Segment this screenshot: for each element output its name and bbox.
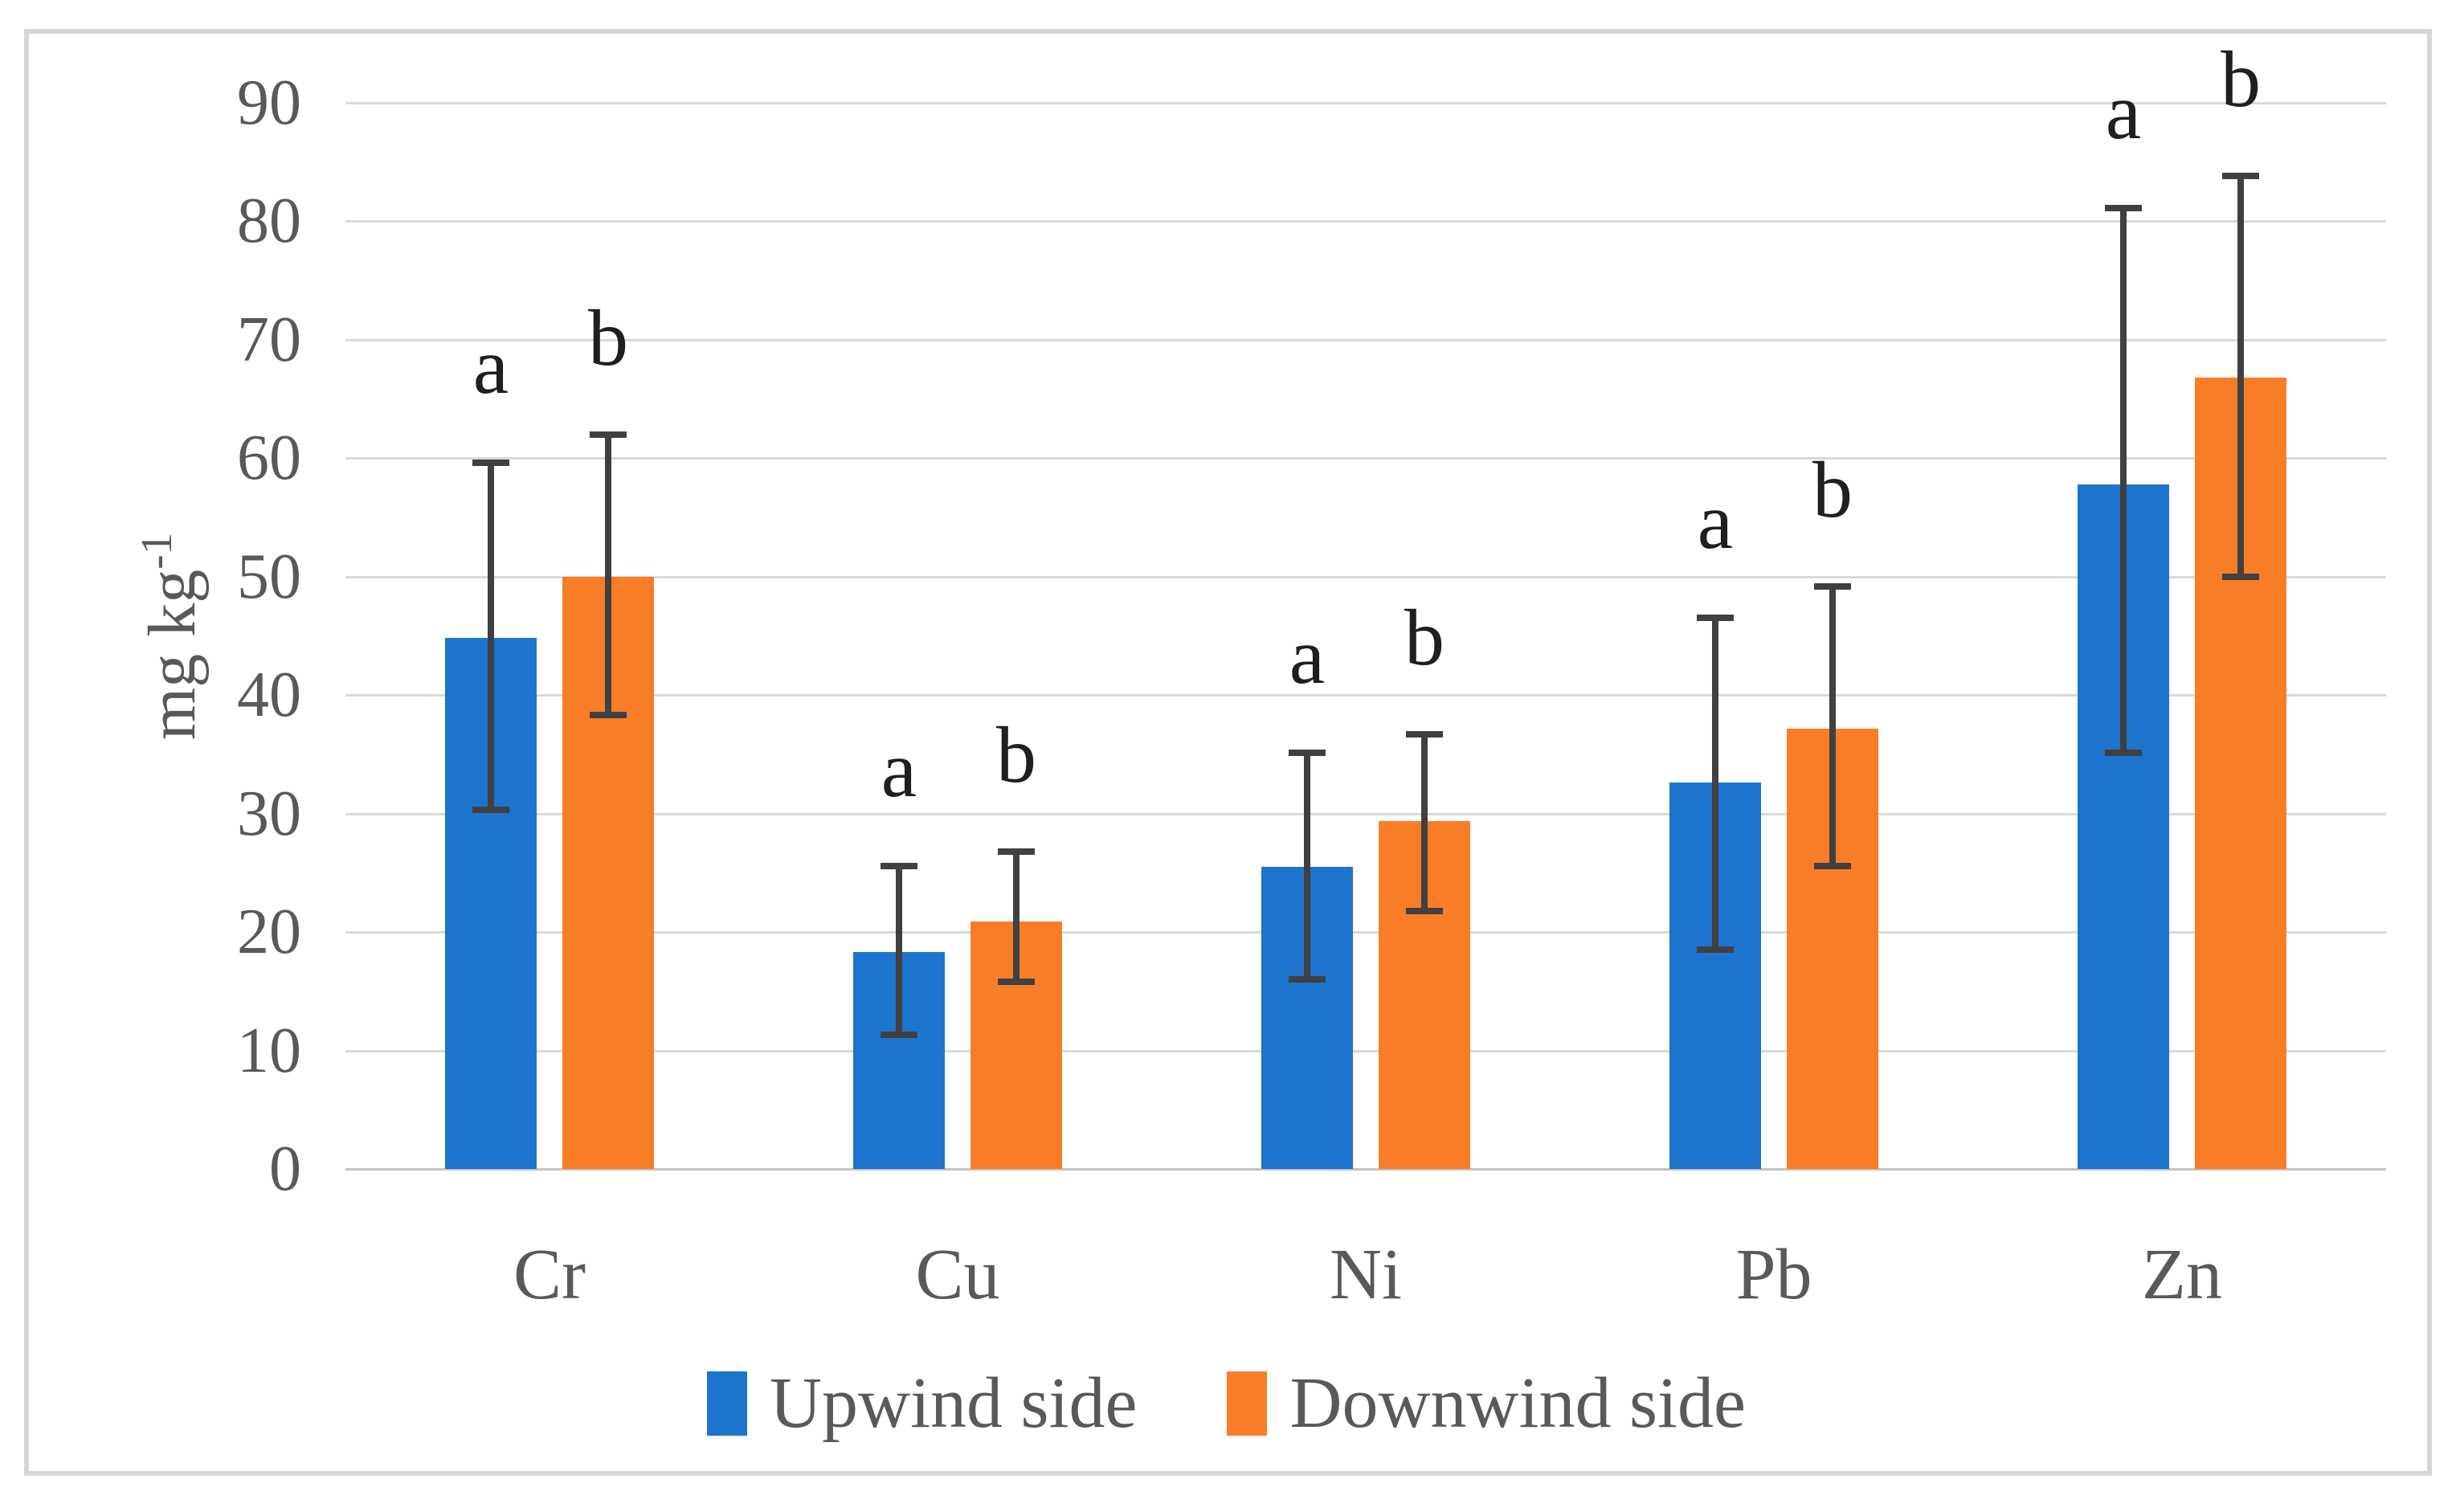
gridline: [345, 931, 2386, 934]
significance-letter: a: [1697, 476, 1734, 566]
significance-letter: b: [1404, 592, 1444, 682]
significance-letter: b: [588, 292, 628, 382]
x-category-label: Cu: [915, 1235, 1000, 1314]
error-bar-cap-top: [1289, 750, 1326, 757]
x-category-label: Zn: [2142, 1235, 2222, 1314]
significance-letter: b: [2221, 35, 2261, 125]
error-bar-cap-bottom: [881, 1032, 917, 1039]
y-tick-label: 70: [237, 304, 301, 375]
gridline: [345, 575, 2386, 578]
chart-border: [24, 29, 2432, 1476]
error-bar-line: [605, 434, 611, 716]
error-bar-cap-bottom: [590, 712, 627, 719]
error-bar-line: [488, 463, 494, 811]
gridline: [345, 102, 2386, 104]
significance-letter: b: [996, 709, 1036, 799]
y-tick-label: 50: [237, 541, 301, 612]
legend: Upwind side Downwind side: [707, 1367, 1746, 1440]
error-bar-cap-top: [2105, 205, 2142, 212]
error-bar-line: [2120, 208, 2127, 754]
legend-item-downwind: Downwind side: [1227, 1363, 1746, 1443]
error-bar-cap-top: [2222, 173, 2259, 180]
error-bar-cap-bottom: [2105, 750, 2142, 757]
error-bar-cap-bottom: [1406, 907, 1443, 914]
error-bar-cap-bottom: [1697, 946, 1734, 954]
error-bar-cap-top: [472, 460, 509, 467]
y-tick-label: 60: [237, 423, 301, 494]
significance-letter: a: [881, 724, 917, 814]
x-category-label: Ni: [1330, 1235, 1402, 1314]
y-tick-label: 90: [237, 67, 301, 138]
legend-swatch-icon: [707, 1371, 747, 1436]
error-bar-line: [896, 865, 902, 1036]
error-bar-cap-bottom: [1814, 862, 1851, 869]
error-bar-cap-top: [590, 431, 627, 438]
error-bar-cap-top: [881, 862, 917, 869]
gridline: [345, 812, 2386, 815]
legend-item-upwind: Upwind side: [707, 1367, 1137, 1440]
x-axis-line: [345, 1168, 2386, 1171]
error-bar-cap-bottom: [1289, 976, 1326, 983]
gridline: [345, 220, 2386, 223]
error-bar-line: [1712, 618, 1718, 950]
error-bar-line: [1013, 851, 1020, 983]
significance-letter: a: [1289, 611, 1326, 701]
gridline: [345, 694, 2386, 697]
y-tick-label: 0: [269, 1134, 301, 1204]
error-bar-line: [1829, 586, 1836, 866]
y-tick-label: 30: [237, 778, 301, 849]
significance-letter: b: [1812, 444, 1853, 534]
error-bar-cap-bottom: [472, 807, 509, 814]
error-bar-line: [2237, 176, 2244, 577]
error-bar-line: [1304, 753, 1310, 980]
error-bar-cap-top: [1697, 615, 1734, 622]
legend-swatch-icon: [1227, 1371, 1268, 1436]
error-bar-cap-top: [1814, 582, 1851, 590]
y-tick-label: 10: [237, 1015, 301, 1086]
y-tick-label: 80: [237, 186, 301, 257]
error-bar-cap-bottom: [2222, 573, 2259, 580]
error-bar-cap-top: [998, 848, 1035, 855]
significance-letter: a: [2105, 67, 2142, 157]
x-category-label: Cr: [513, 1235, 586, 1314]
y-tick-label: 40: [237, 660, 301, 731]
x-category-label: Pb: [1735, 1235, 1812, 1314]
gridline: [345, 338, 2386, 341]
error-bar-cap-top: [1406, 730, 1443, 738]
legend-label: Downwind side: [1289, 1363, 1746, 1443]
error-bar-line: [1421, 734, 1428, 911]
gridline: [345, 1049, 2386, 1052]
y-tick-label: 20: [237, 897, 301, 968]
gridline: [345, 457, 2386, 460]
legend-label: Upwind side: [770, 1363, 1138, 1443]
error-bar-cap-bottom: [998, 979, 1035, 986]
significance-letter: a: [472, 321, 509, 411]
